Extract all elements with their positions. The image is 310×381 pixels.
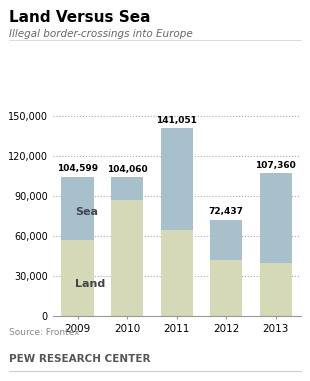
Bar — [111, 178, 143, 200]
Bar — [61, 240, 94, 316]
Text: Land Versus Sea: Land Versus Sea — [9, 10, 151, 24]
Bar — [210, 260, 242, 316]
Text: Sea: Sea — [75, 207, 98, 217]
Text: Source: Frontex: Source: Frontex — [9, 328, 80, 337]
Bar — [161, 128, 193, 229]
Text: 107,360: 107,360 — [255, 161, 296, 170]
Bar — [260, 263, 292, 316]
Text: 104,060: 104,060 — [107, 165, 148, 174]
Text: PEW RESEARCH CENTER: PEW RESEARCH CENTER — [9, 354, 151, 364]
Text: 141,051: 141,051 — [156, 116, 197, 125]
Bar — [161, 229, 193, 316]
Bar — [210, 219, 242, 260]
Text: Illegal border-crossings into Europe: Illegal border-crossings into Europe — [9, 29, 193, 38]
Bar — [260, 173, 292, 263]
Bar — [61, 177, 94, 240]
Bar — [111, 200, 143, 316]
Text: 104,599: 104,599 — [57, 165, 98, 173]
Text: Land: Land — [75, 279, 105, 289]
Text: 72,437: 72,437 — [209, 207, 244, 216]
